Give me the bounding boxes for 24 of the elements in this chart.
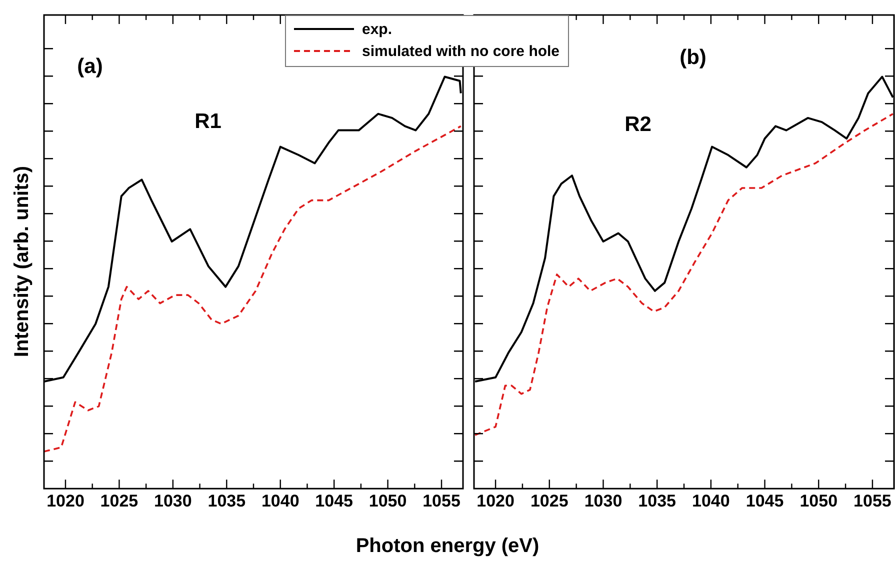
annotation: R2 [624, 112, 652, 136]
x-tick-label: 1020 [46, 491, 84, 510]
x-tick-label: 1055 [854, 491, 892, 510]
x-tick-label: 1040 [692, 491, 730, 510]
x-tick-label: 1045 [746, 491, 784, 510]
text: (b) [680, 46, 706, 69]
x-tick-label: 1025 [530, 491, 568, 510]
x-tick-label: 1040 [261, 491, 300, 510]
annotation: (a) [77, 54, 103, 78]
x-tick-label: 1045 [315, 491, 353, 510]
x-tick-label: 1050 [800, 491, 838, 510]
x-tick-label: 1020 [476, 491, 514, 510]
legend-label: exp. [362, 20, 392, 38]
x-tick-label: 1025 [100, 491, 138, 510]
x-tick-label: 1050 [368, 491, 407, 510]
annotation: R1 [194, 110, 222, 133]
x-tick-label: 1030 [584, 491, 622, 510]
x-tick-label: 1055 [422, 491, 460, 510]
y-axis-title: Intensity (arb. units) [10, 166, 34, 358]
legend-label: simulated with no core hole [362, 42, 560, 60]
x-tick-label: 1030 [154, 491, 192, 510]
x-axis-title: Photon energy (eV) [354, 535, 540, 558]
x-tick-label: 1035 [638, 491, 676, 510]
x-tick-label: 1035 [208, 491, 246, 510]
